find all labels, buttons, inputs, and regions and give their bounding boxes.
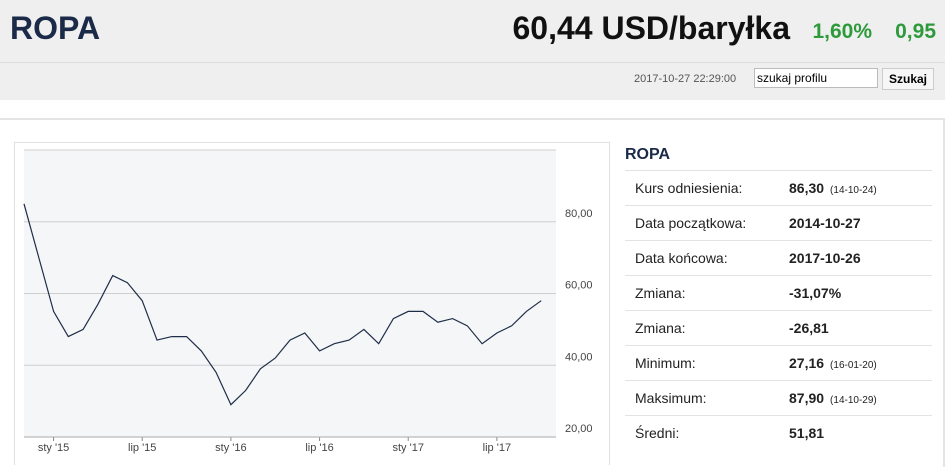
y-tick-label: 20,00 xyxy=(565,423,593,435)
table-row: Data końcowa: 2017-10-26 xyxy=(625,240,932,275)
y-tick-label: 80,00 xyxy=(565,208,593,220)
value: 2014-10-27 xyxy=(789,215,861,231)
x-tick-label: sty '16 xyxy=(215,442,246,454)
y-tick-label: 40,00 xyxy=(565,351,593,363)
row-value: 2017-10-26 xyxy=(789,241,861,275)
table-row: Średni: 51,81 xyxy=(625,415,932,450)
row-value: -26,81 xyxy=(789,311,829,345)
note: (14-10-24) xyxy=(830,185,877,196)
price-line xyxy=(23,203,542,406)
chart: 20,00 40,00 60,00 80,00 sty '15 lip '15 sty '1… xyxy=(14,142,610,465)
timestamp: 2017-10-27 22:29:00 xyxy=(634,73,737,85)
value: -31,07% xyxy=(789,285,842,301)
table-row: Zmiana: -26,81 xyxy=(625,310,932,345)
header: ROPA 60,44 USD/baryłka 1,60% 0,95 2017-1… xyxy=(0,0,945,100)
title: ROPA xyxy=(10,10,101,46)
row-label: Średni: xyxy=(635,425,680,441)
row-label: Zmiana: xyxy=(635,320,686,336)
search-button[interactable]: Szukaj xyxy=(882,68,934,90)
row-label: Data początkowa: xyxy=(635,215,747,231)
change-abs: 0,95 xyxy=(895,20,936,43)
x-tick-label: lip '16 xyxy=(305,442,333,454)
value: 86,30 xyxy=(789,180,825,196)
row-value: 86,30 (14-10-24) xyxy=(789,171,877,208)
value: 2017-10-26 xyxy=(789,250,861,266)
table-title: ROPA xyxy=(625,146,671,163)
x-tick-label: lip '15 xyxy=(128,442,156,454)
row-value: 27,16 (16-01-20) xyxy=(789,346,877,383)
y-tick-label: 60,00 xyxy=(565,280,593,292)
value: -26,81 xyxy=(789,320,829,336)
row-value: 2014-10-27 xyxy=(789,206,861,240)
stats-table: ROPA Kurs odniesienia: 86,30 (14-10-24) Data… xyxy=(625,140,932,450)
value: 51,81 xyxy=(789,425,825,441)
table-row: Zmiana: -31,07% xyxy=(625,275,932,310)
row-label: Minimum: xyxy=(635,355,696,371)
divider xyxy=(0,62,945,63)
row-value: 87,90 (14-10-29) xyxy=(789,381,877,418)
table-row: Kurs odniesienia: 86,30 (14-10-24) xyxy=(625,170,932,205)
x-tick-label: sty '15 xyxy=(38,442,69,454)
note: (16-01-20) xyxy=(830,360,877,371)
change-pct: 1,60% xyxy=(812,20,872,43)
row-label: Maksimum: xyxy=(635,390,707,406)
table-row: Minimum: 27,16 (16-01-20) xyxy=(625,345,932,380)
row-label: Zmiana: xyxy=(635,285,686,301)
x-tick-label: sty '17 xyxy=(392,442,423,454)
value: 87,90 xyxy=(789,390,825,406)
x-tick-label: lip '17 xyxy=(483,442,511,454)
row-value: -31,07% xyxy=(789,276,841,310)
search-input[interactable] xyxy=(754,68,878,88)
price: 60,44 USD/baryłka xyxy=(512,10,791,46)
row-value: 51,81 xyxy=(789,416,824,450)
table-row: Data początkowa: 2014-10-27 xyxy=(625,205,932,240)
note: (14-10-29) xyxy=(830,395,877,406)
panel xyxy=(0,118,945,467)
row-label: Data końcowa: xyxy=(635,250,728,266)
row-label: Kurs odniesienia: xyxy=(635,180,743,196)
value: 27,16 xyxy=(789,355,825,371)
table-row: Maksimum: 87,90 (14-10-29) xyxy=(625,380,932,415)
